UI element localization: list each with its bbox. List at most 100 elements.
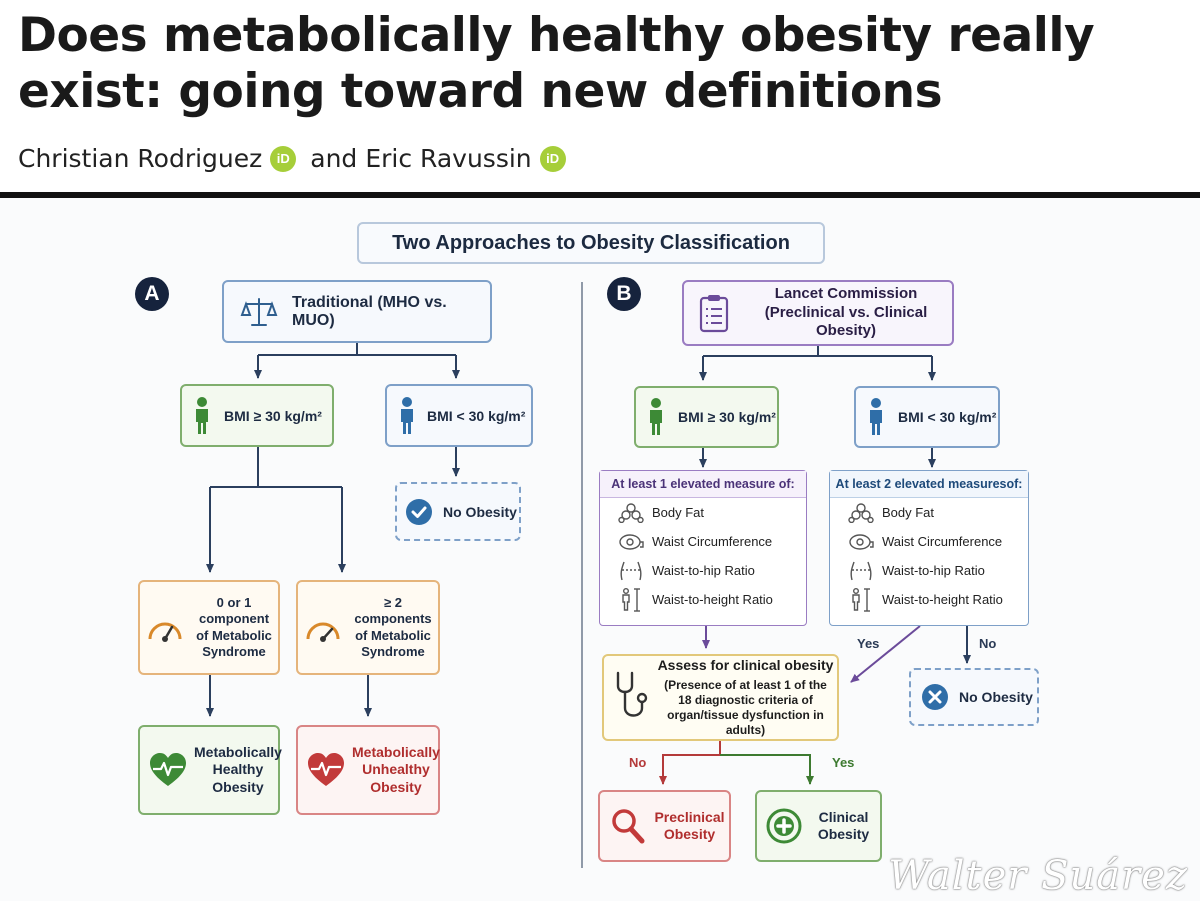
scale-icon (240, 296, 278, 328)
healthy-obesity-box: Metabolically Healthy Obesity (138, 725, 282, 815)
component-low-line: 0 or 1 component (198, 595, 270, 627)
assess-line: (Presence of at least 1 of the (664, 678, 827, 693)
person-blue-icon (397, 396, 417, 436)
clinical-line: Obesity (817, 826, 870, 842)
assess-text: Assess for clinical obesity (Presence of… (654, 657, 837, 739)
check-circle-icon (405, 498, 433, 526)
no-obesity-label-a: No Obesity (443, 503, 517, 520)
lancet-header-line1: Lancet Commission (774, 284, 918, 302)
no-label-assess: No (629, 755, 647, 770)
measure-item: Waist Circumference (600, 527, 806, 556)
bmi-high-label-a: BMI ≥ 30 kg/m² (224, 407, 322, 424)
component-high-text: ≥ 2 components of Metabolic Syndrome (348, 595, 438, 660)
assess-box: Assess for clinical obesity (Presence of… (602, 654, 839, 741)
component-high-line: ≥ 2 components (354, 595, 432, 627)
figure-title: Two Approaches to Obesity Classification (357, 222, 825, 264)
lancet-header-text: Lancet Commission (Preclinical vs. Clini… (740, 285, 952, 341)
measure-item: Waist-to-height Ratio (830, 585, 1028, 614)
no-obesity-box-b: No Obesity (909, 668, 1039, 726)
hip-icon (616, 560, 646, 582)
lancet-header-box: Lancet Commission (Preclinical vs. Clini… (682, 280, 954, 346)
yes-label-assess: Yes (832, 755, 855, 770)
measure-item: Waist-to-hip Ratio (600, 556, 806, 585)
measure-label: Body Fat (882, 505, 935, 520)
clinical-box: Clinical Obesity (755, 790, 882, 862)
unhealthy-line: Unhealthy (362, 761, 430, 778)
body-fat-icon (616, 502, 646, 523)
person-green-icon (646, 397, 666, 437)
yes-label-b: Yes (857, 636, 880, 651)
healthy-line: Healthy (212, 761, 264, 778)
unhealthy-line: Obesity (370, 778, 422, 795)
traditional-header-label: Traditional (MHO vs. MUO) (292, 293, 447, 329)
panel-a-label: A (135, 277, 169, 311)
x-circle-icon (921, 683, 949, 711)
bmi-high-box-a: BMI ≥ 30 kg/m² (180, 384, 334, 447)
assess-line: organ/tissue dysfunction in adults) (667, 708, 824, 738)
component-high-line: Syndrome (361, 643, 425, 659)
medical-cross-icon (765, 807, 803, 845)
measures-heading-low: At least 2 elevated measuresof: (830, 471, 1028, 498)
bmi-high-box-b: BMI ≥ 30 kg/m² (634, 386, 779, 448)
measure-label: Waist Circumference (652, 534, 773, 549)
measure-item: Waist Circumference (830, 527, 1028, 556)
watermark: Walter Suárez (888, 853, 1188, 899)
component-low-line: of Metabolic (196, 627, 272, 643)
measure-item: Waist-to-height Ratio (600, 585, 806, 614)
measures-box-high: At least 1 elevated measure of: Body Fat… (599, 470, 807, 626)
preclinical-box: Preclinical Obesity (598, 790, 731, 862)
bmi-low-box-a: BMI < 30 kg/m² (385, 384, 533, 447)
unhealthy-line: Metabolically (352, 743, 440, 760)
body-fat-icon (846, 502, 876, 523)
paper-title: Does metabolically healthy obesity reall… (18, 8, 1095, 119)
height-icon (846, 587, 876, 612)
orcid-icon[interactable]: iD (270, 145, 297, 172)
measure-item: Waist-to-hip Ratio (830, 556, 1028, 585)
orcid-icon[interactable]: iD (539, 145, 566, 172)
component-high-box: ≥ 2 components of Metabolic Syndrome (296, 580, 440, 675)
measure-label: Waist-to-height Ratio (652, 592, 773, 607)
gauge-icon (146, 613, 184, 643)
assess-title: Assess for clinical obesity (657, 656, 834, 673)
no-label-b: No (979, 636, 997, 651)
healthy-line: Metabolically (194, 743, 282, 760)
hip-icon (846, 560, 876, 582)
healthy-obesity-text: Metabolically Healthy Obesity (194, 744, 282, 797)
measure-label: Waist Circumference (882, 534, 1003, 549)
clinical-text: Clinical Obesity (807, 809, 880, 844)
stethoscope-icon (612, 670, 652, 726)
bmi-low-label-a: BMI < 30 kg/m² (427, 407, 526, 424)
author-conjunction: and (310, 144, 358, 173)
unhealthy-obesity-text: Metabolically Unhealthy Obesity (352, 744, 440, 797)
header-divider (0, 192, 1200, 198)
bmi-high-label-b: BMI ≥ 30 kg/m² (678, 409, 776, 425)
preclinical-line: Obesity (663, 826, 716, 842)
author-name[interactable]: Eric Ravussin (365, 144, 532, 173)
component-high-line: of Metabolic (355, 627, 431, 643)
clinical-line: Clinical (818, 808, 869, 825)
gauge-icon (304, 613, 342, 643)
heart-green-icon (148, 752, 188, 788)
measure-label: Body Fat (652, 505, 705, 520)
panel-b-label: B (607, 277, 641, 311)
lancet-header-line2: (Preclinical vs. Clinical Obesity) (764, 303, 928, 340)
author-name[interactable]: Christian Rodriguez (18, 144, 263, 173)
unhealthy-obesity-box: Metabolically Unhealthy Obesity (296, 725, 440, 815)
measure-label: Waist-to-hip Ratio (652, 563, 755, 578)
assess-line: 18 diagnostic criteria of (678, 693, 813, 708)
no-obesity-box-a: No Obesity (395, 482, 521, 541)
component-low-box: 0 or 1 component of Metabolic Syndrome (138, 580, 280, 675)
measures-heading-high: At least 1 elevated measure of: (600, 471, 806, 498)
height-icon (616, 587, 646, 612)
measure-item: Body Fat (830, 498, 1028, 527)
bmi-low-label-b: BMI < 30 kg/m² (898, 409, 997, 425)
healthy-line: Obesity (212, 778, 264, 795)
person-blue-icon (866, 397, 886, 437)
person-green-icon (192, 396, 212, 436)
tape-measure-icon (846, 532, 876, 552)
author-list: Christian Rodriguez iD and Eric Ravussin… (18, 144, 580, 173)
measure-item: Body Fat (600, 498, 806, 527)
component-low-text: 0 or 1 component of Metabolic Syndrome (190, 595, 278, 660)
traditional-header-box: Traditional (MHO vs. MUO) (222, 280, 492, 343)
